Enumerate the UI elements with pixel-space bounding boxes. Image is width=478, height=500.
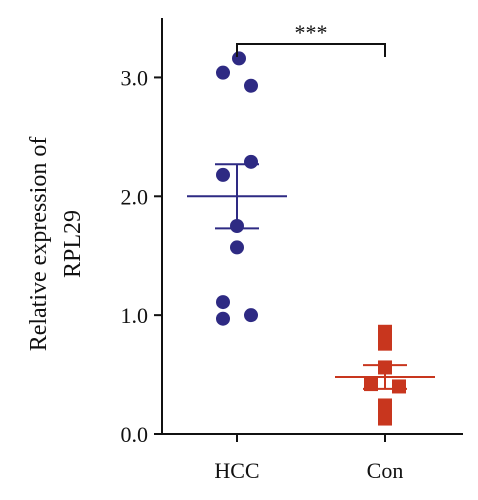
significance-line — [236, 43, 386, 57]
data-point-con — [378, 324, 392, 339]
significance-label: *** — [295, 20, 328, 45]
data-point-hcc — [230, 219, 244, 233]
data-point-hcc — [216, 167, 230, 182]
x-tick-label: HCC — [214, 458, 259, 483]
data-point-con — [378, 411, 392, 426]
points — [216, 51, 406, 426]
data-point-con — [392, 379, 406, 394]
y-axis-title: Relative expression of RPL29 — [26, 137, 86, 352]
y-axis-title-line: RPL29 — [60, 210, 86, 278]
data-point-hcc — [216, 65, 230, 80]
data-point-hcc — [232, 51, 246, 66]
data-point-hcc — [216, 295, 230, 310]
data-point-hcc — [244, 78, 258, 93]
data-point-hcc — [244, 154, 258, 169]
y-tick-label: 3.0 — [121, 65, 149, 90]
y-tick-label: 1.0 — [121, 303, 149, 328]
y-axis-title-line: Relative expression of — [26, 137, 52, 352]
x-tick-label: Con — [367, 458, 404, 483]
data-point-hcc — [216, 311, 230, 326]
y-tick-label: 0.0 — [121, 422, 149, 447]
data-point-con — [364, 377, 378, 392]
y-ticks: 0.0 1.0 2.0 3.0 — [121, 65, 162, 447]
axes — [161, 18, 463, 435]
data-point-hcc — [230, 240, 244, 255]
x-ticks: HCC Con — [214, 434, 403, 483]
data-point-con — [378, 398, 392, 413]
significance-bracket: *** — [236, 20, 386, 57]
data-point-con — [378, 336, 392, 351]
error-bars — [187, 163, 435, 390]
data-point-con — [378, 360, 392, 375]
data-point-hcc — [244, 308, 258, 323]
y-tick-label: 2.0 — [121, 184, 149, 209]
